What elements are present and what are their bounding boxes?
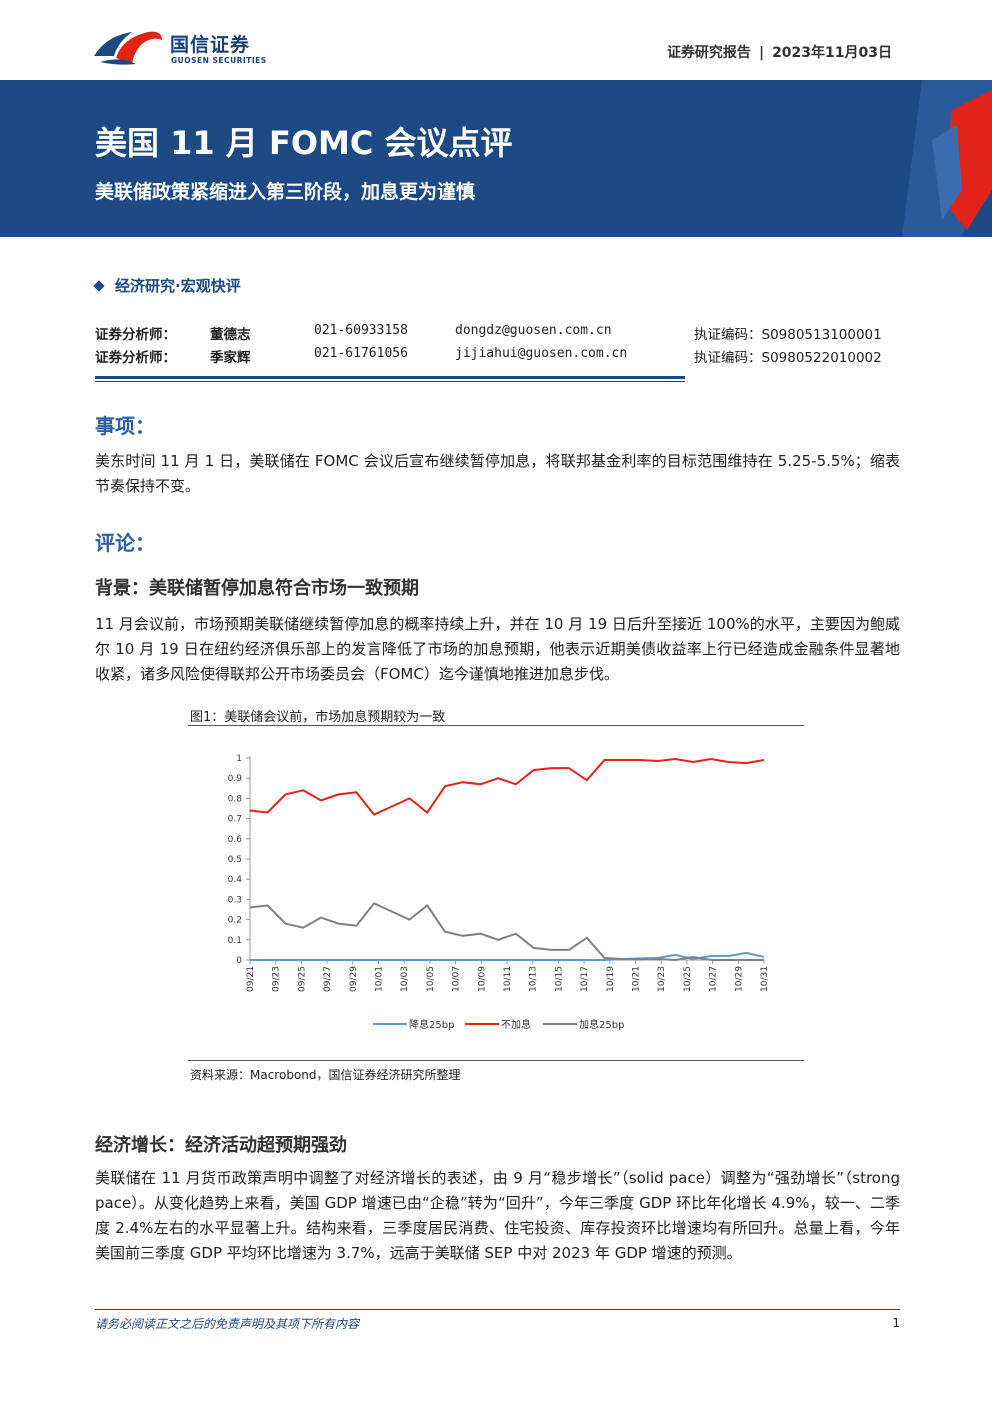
header-separator: | [758,45,765,61]
analyst-2-name: 季家辉 [210,350,251,366]
category-label: 经济研究·宏观快评 [115,277,241,295]
y-tick-label: 0.6 [228,835,243,845]
x-tick-label: 10/01 [375,966,385,992]
x-tick-label: 10/09 [477,966,487,992]
analyst-2-email[interactable]: jijiahui@guosen.com.cn [455,346,628,361]
figure-bottom-rule [188,1060,804,1061]
analyst-1-email[interactable]: dongdz@guosen.com.cn [455,323,612,338]
analyst-2-phone: 021-61761056 [314,346,408,361]
x-tick-label: 10/29 [734,966,744,992]
figure-top-rule [188,725,804,726]
x-tick-label: 09/23 [272,966,282,992]
analyst-1-name: 董德志 [210,327,251,343]
analyst-1-role: 证券分析师： [95,327,176,343]
x-tick-label: 10/15 [554,966,564,992]
x-tick-label: 09/29 [349,966,359,992]
section-matter-title: 事项： [95,414,155,438]
x-tick-label: 10/07 [452,966,462,992]
footer-disclaimer: 请务必阅读正文之后的免责声明及其项下所有内容 [95,1317,360,1331]
y-tick-label: 0.3 [228,895,242,905]
probability-line-chart: 0 0.1 0.2 0.3 0.4 0.5 0.6 0.7 0.8 0.9 1 09/21 09/23 0… [228,754,770,1031]
footer-rule [95,1309,900,1310]
series-line-3 [249,902,764,962]
report-header-info: 证券研究报告 | 2023年11月03日 [667,42,892,62]
x-tick-label: 10/19 [606,966,616,992]
x-tick-label: 10/11 [503,966,513,992]
x-tick-label: 10/17 [580,966,590,992]
report-date: 2023年11月03日 [772,45,892,61]
analyst-2-role: 证券分析师： [95,350,176,366]
x-tick-label: 10/27 [709,966,719,992]
title-banner [0,80,992,237]
analyst-1-license: 执证编码：S0980513100001 [694,327,882,343]
analyst-divider-thin [95,381,685,382]
y-tick-label: 0.4 [228,875,243,885]
y-tick-label: 0.8 [228,794,243,804]
analyst-divider [95,376,685,379]
background-text: 11 月会议前，市场预期美联储继续暂停加息的概率持续上升，并在 10 月 19 … [95,615,900,683]
legend-label: 加息25bp [579,1018,624,1031]
figure-caption: 图1：美联储会议前，市场加息预期较为一致 [190,710,446,725]
series-line-1 [250,951,765,961]
x-tick-label: 09/25 [297,966,307,992]
x-tick-label: 10/05 [426,966,436,992]
section-comment-title: 评论： [95,531,155,555]
guosen-logo-icon [94,31,162,65]
legend-label: 不加息 [501,1018,531,1031]
y-tick-label: 0.7 [228,815,242,825]
report-category: 经济研究·宏观快评 [93,275,241,296]
diamond-bullet-icon [93,280,105,292]
report-type: 证券研究报告 [666,45,751,61]
analyst-2-license: 执证编码：S0980522010002 [694,350,882,366]
background-subtitle: 背景：美联储暂停加息符合市场一致预期 [95,578,419,599]
x-tick-label: 10/23 [657,966,667,992]
x-tick-label: 10/21 [632,966,642,992]
x-tick-label: 09/21 [246,966,256,992]
x-tick-label: 10/31 [760,966,770,992]
growth-text: 美联储在 11 月货币政策声明中调整了对经济增长的表述，由 9 月“稳步增长”（… [95,1169,900,1262]
section-matter-text: 美东时间 11 月 1 日，美联储在 FOMC 会议后宣布继续暂停加息，将联邦基… [95,452,900,495]
logo-name-cn: 国信证券 [170,34,251,56]
logo-name-en: GUOSEN SECURITIES [171,56,267,65]
y-tick-label: 0.5 [228,855,242,865]
page-number: 1 [892,1316,900,1330]
legend-label: 降息25bp [409,1018,454,1031]
report-subtitle: 美联储政策紧缩进入第三阶段，加息更为谨慎 [95,181,476,203]
series-line-2 [249,757,765,816]
y-tick-label: 0.2 [228,916,242,926]
banner-decoration-icon [902,80,992,237]
y-tick-label: 1 [236,754,242,764]
figure-source: 资料来源：Macrobond，国信证券经济研究所整理 [190,1068,461,1082]
y-tick-label: 0 [236,956,242,966]
x-tick-label: 09/27 [323,966,333,992]
x-tick-label: 10/03 [400,966,410,992]
y-tick-label: 0.9 [228,774,243,784]
growth-subtitle: 经济增长：经济活动超预期强劲 [95,1135,347,1156]
analyst-1-phone: 021-60933158 [314,323,408,338]
y-tick-label: 0.1 [228,936,242,946]
report-title: 美国 11 月 FOMC 会议点评 [95,124,513,162]
x-tick-label: 10/13 [529,966,539,992]
x-tick-label: 10/25 [683,966,693,992]
